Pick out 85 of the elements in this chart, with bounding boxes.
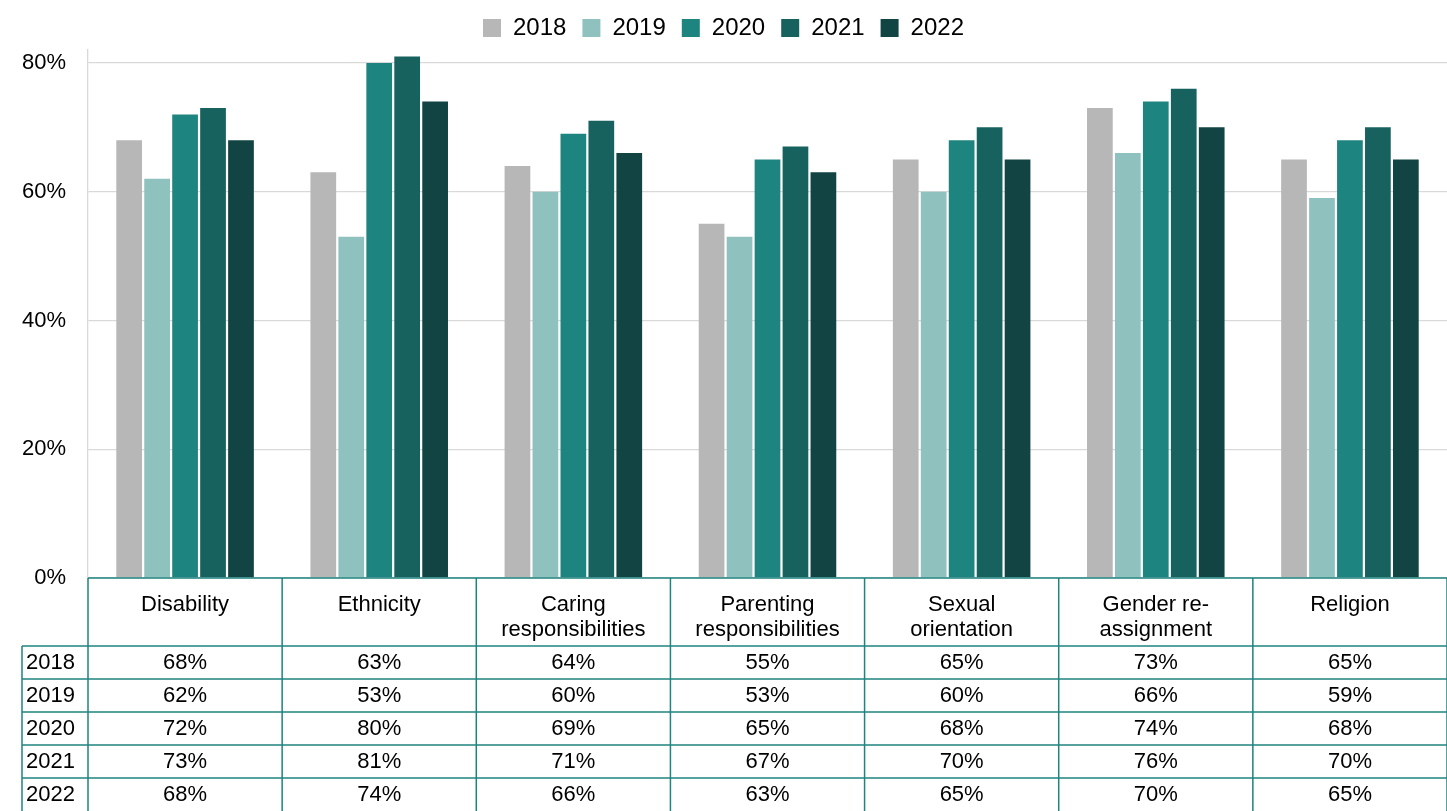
data-label: 68% (163, 648, 208, 674)
data-label: 67% (745, 747, 790, 773)
data-label: 81% (357, 747, 402, 773)
bar (310, 172, 337, 578)
bar (1365, 127, 1391, 578)
data-label: 80% (357, 714, 402, 740)
bar (920, 191, 947, 578)
bar (532, 191, 559, 578)
bar (1281, 159, 1307, 578)
data-label: 64% (551, 648, 596, 674)
data-label: 70% (1327, 747, 1372, 773)
data-label: 72% (163, 714, 208, 740)
bar (116, 140, 143, 578)
legend-label: 2022 (910, 12, 964, 40)
data-label: 69% (551, 714, 596, 740)
data-label: 63% (357, 648, 402, 674)
bar (394, 56, 421, 578)
bar (782, 146, 809, 578)
bar (144, 178, 170, 578)
bar (228, 140, 254, 578)
bar (1309, 198, 1335, 578)
x-tick-label: Disability (141, 590, 230, 616)
data-label: 65% (1327, 780, 1372, 806)
data-label: 76% (1133, 747, 1178, 773)
data-label: 68% (163, 780, 208, 806)
data-label: 53% (357, 681, 402, 707)
text: 2018 (26, 648, 75, 674)
legend-label: 2019 (612, 12, 666, 40)
data-label: 63% (745, 780, 790, 806)
data-label: 65% (745, 714, 790, 740)
data-label: 66% (1133, 681, 1178, 707)
x-tick-label: Religion (1310, 590, 1390, 616)
bar (200, 107, 226, 578)
text: 2020 (26, 714, 75, 740)
data-label: 73% (1133, 648, 1178, 674)
text: 2019 (26, 681, 75, 707)
data-label: 68% (939, 714, 984, 740)
bar (422, 101, 448, 578)
data-label: 65% (1327, 648, 1372, 674)
x-tick-label: Caring responsibilities (501, 590, 646, 642)
bar (1087, 107, 1113, 578)
bar (338, 236, 365, 578)
x-tick-label: Ethnicity (337, 590, 421, 616)
data-label: 74% (357, 780, 402, 806)
legend-label: 2020 (711, 12, 766, 40)
y-tick-label: 0% (34, 564, 66, 590)
text: 2021 (26, 747, 75, 773)
data-label: 53% (745, 681, 790, 707)
data-label: 65% (939, 780, 984, 806)
bar (1114, 153, 1141, 578)
bar (892, 159, 919, 578)
bar (976, 127, 1003, 578)
data-label: 60% (939, 681, 984, 707)
y-tick-label: 20% (21, 435, 66, 461)
text: 2022 (26, 780, 75, 806)
data-label: 59% (1327, 681, 1372, 707)
bar (1198, 127, 1225, 578)
bar (698, 223, 725, 578)
bar (1392, 159, 1419, 578)
bar (726, 236, 753, 578)
data-label: 65% (939, 648, 984, 674)
x-tick-label: Parenting responsibilities (695, 590, 840, 642)
data-label: 66% (551, 780, 596, 806)
data-label: 62% (163, 681, 208, 707)
data-label: 71% (551, 747, 596, 773)
y-tick-label: 40% (21, 306, 66, 332)
bar (616, 153, 643, 578)
bar (810, 172, 837, 578)
y-tick-label: 60% (21, 177, 66, 203)
x-tick-label: Gender re-assignment (1099, 590, 1213, 642)
data-label: 70% (1133, 780, 1178, 806)
data-label: 73% (163, 747, 208, 773)
data-label: 68% (1327, 714, 1372, 740)
bar (1170, 88, 1197, 578)
legend-label: 2021 (811, 12, 865, 40)
bar (504, 165, 531, 578)
data-label: 55% (745, 648, 790, 674)
bar (588, 120, 615, 578)
data-label: 70% (939, 747, 984, 773)
legend-label: 2018 (513, 12, 567, 40)
y-tick-label: 80% (21, 48, 66, 74)
x-tick-label: Sexual orientation (910, 590, 1014, 642)
data-label: 60% (551, 681, 596, 707)
bar (1004, 159, 1031, 578)
data-label: 74% (1133, 714, 1178, 740)
